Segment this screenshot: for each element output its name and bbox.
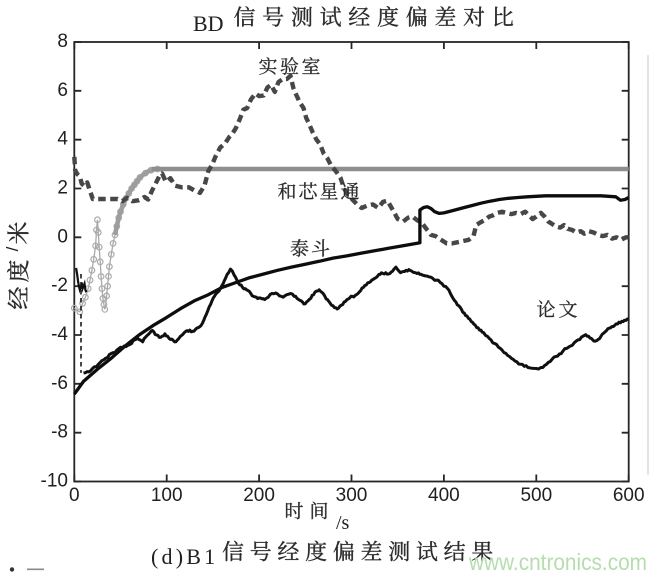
svg-text:/: / [3, 246, 22, 251]
svg-text:-10: -10 [41, 471, 68, 492]
svg-text:-6: -6 [51, 373, 68, 394]
svg-text:-2: -2 [51, 275, 68, 296]
svg-text:4: 4 [57, 129, 68, 150]
svg-text:500: 500 [520, 485, 552, 506]
svg-text:2: 2 [57, 178, 68, 199]
svg-text:600: 600 [613, 485, 645, 506]
svg-text:0: 0 [69, 485, 80, 506]
svg-text:8: 8 [57, 31, 68, 52]
svg-text:BD: BD [193, 11, 224, 36]
svg-text:-4: -4 [51, 324, 68, 345]
svg-text:www.cntronics.com: www.cntronics.com [468, 549, 647, 574]
svg-text:-8: -8 [51, 422, 68, 443]
svg-text:0: 0 [57, 226, 68, 247]
svg-text:300: 300 [336, 485, 368, 506]
svg-text:(d)B1: (d)B1 [151, 544, 218, 569]
svg-text:200: 200 [243, 485, 275, 506]
svg-text:6: 6 [57, 80, 68, 101]
svg-text:400: 400 [428, 485, 460, 506]
svg-text:/s: /s [336, 512, 350, 534]
svg-text:100: 100 [151, 485, 183, 506]
